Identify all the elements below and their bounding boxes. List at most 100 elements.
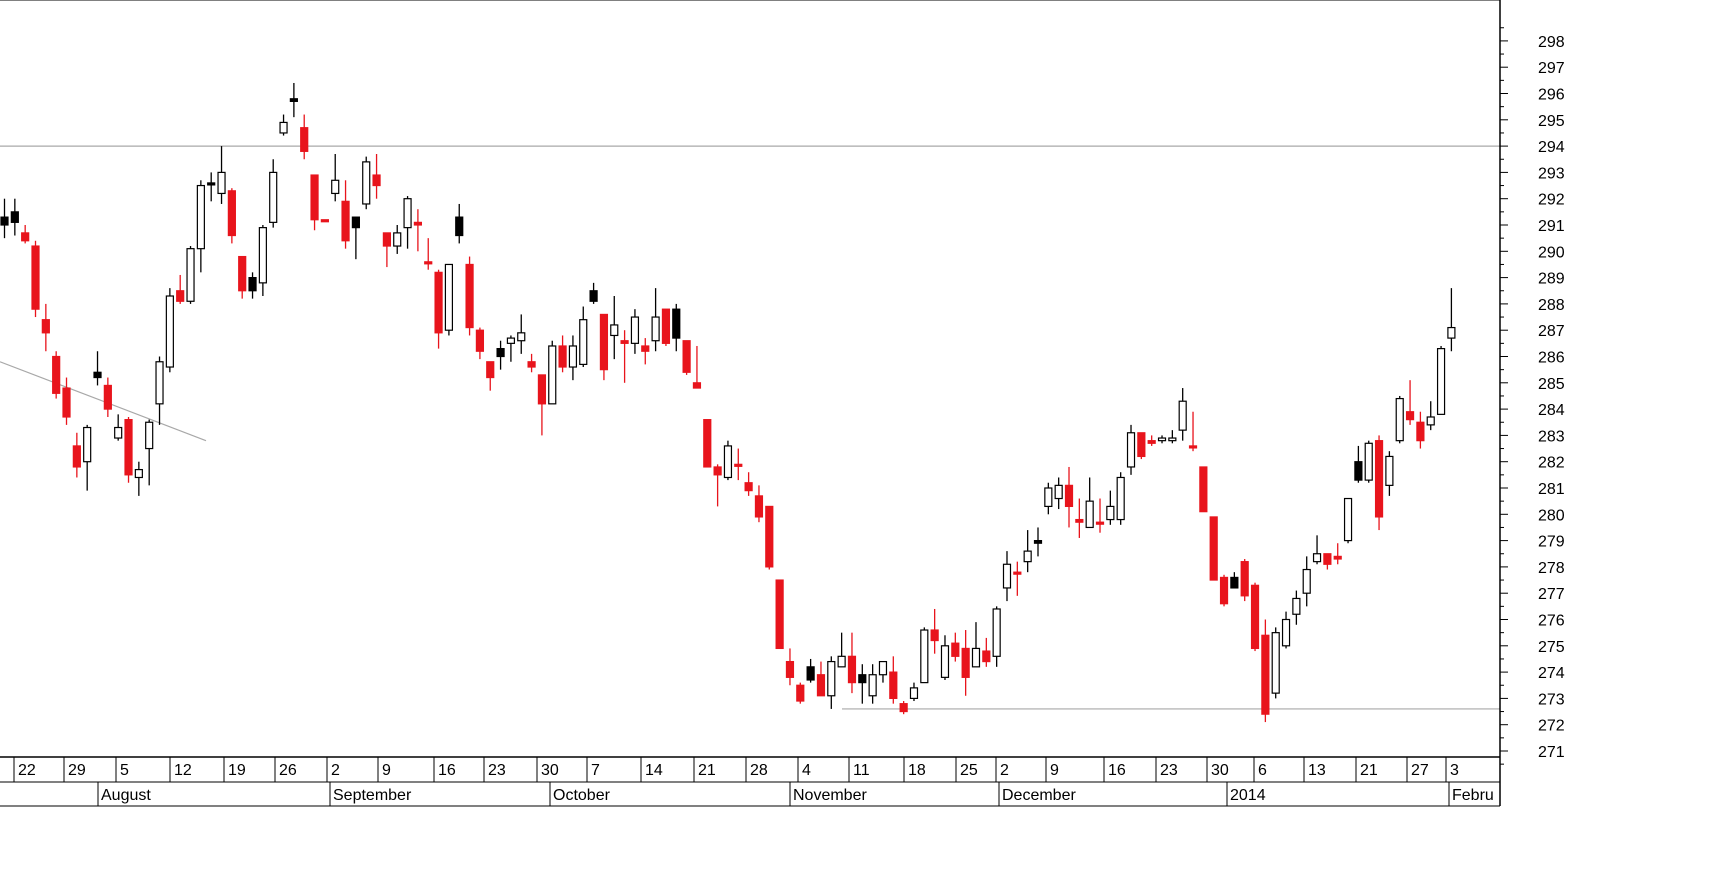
candle: [951, 632, 960, 662]
candle-body: [682, 340, 691, 373]
y-tick-label: 281: [1538, 481, 1565, 498]
candle: [413, 209, 422, 252]
candle-body: [1261, 634, 1270, 715]
candle-body: [1085, 500, 1094, 529]
candle-body: [1354, 461, 1363, 481]
candle-body: [672, 308, 681, 339]
candle: [1436, 345, 1446, 415]
candle: [1199, 466, 1208, 513]
candle: [651, 288, 660, 352]
candle-body: [41, 319, 50, 334]
candle: [145, 419, 154, 486]
candle-body: [1230, 576, 1239, 589]
candle-body: [548, 345, 557, 405]
candle: [1002, 551, 1012, 602]
candle-body: [723, 445, 733, 479]
candle: [1281, 611, 1291, 649]
candle-body: [785, 660, 795, 678]
candle: [165, 288, 174, 373]
y-tick-label: 293: [1538, 165, 1565, 182]
candle: [434, 269, 443, 349]
candle-body: [1323, 553, 1332, 565]
candle: [1364, 440, 1373, 483]
candle: [62, 377, 71, 425]
candle-body: [868, 674, 877, 697]
candle: [248, 272, 257, 299]
candle-body: [372, 174, 381, 187]
candle-body: [1281, 618, 1291, 647]
candle-body: [114, 426, 123, 439]
candle-body: [940, 645, 950, 678]
candle: [878, 660, 888, 683]
trendline: [0, 361, 207, 442]
candle-body: [1013, 571, 1022, 575]
candle-body: [1033, 539, 1043, 544]
candle: [444, 263, 454, 336]
candle-body: [1095, 521, 1105, 525]
candle: [1230, 572, 1239, 589]
candle: [1147, 435, 1156, 446]
candle: [847, 632, 857, 694]
candle: [713, 464, 722, 507]
x-day-label: 16: [438, 762, 456, 779]
candle: [341, 180, 350, 249]
candle-body: [765, 505, 774, 568]
candle: [186, 246, 195, 304]
candle: [1157, 435, 1167, 444]
candle-body: [424, 261, 433, 265]
candle: [300, 114, 309, 160]
candle: [217, 146, 226, 204]
x-day-label: 7: [591, 762, 600, 779]
candle: [568, 335, 578, 381]
candle-body: [310, 174, 319, 221]
candle-body: [847, 655, 857, 684]
candle-body: [207, 182, 216, 186]
candle: [279, 114, 288, 136]
candle: [620, 330, 629, 383]
x-day-label: 9: [1050, 762, 1059, 779]
candle-body: [320, 219, 329, 223]
candle-body: [816, 674, 826, 697]
y-tick-label: 271: [1538, 744, 1565, 761]
candle-body: [1426, 416, 1435, 426]
candle: [1023, 530, 1032, 573]
candle-body: [796, 684, 805, 702]
candle: [692, 345, 702, 389]
candle: [41, 303, 50, 352]
candle: [31, 240, 40, 318]
candle: [548, 340, 557, 405]
y-tick-label: 286: [1538, 350, 1565, 367]
candle: [1374, 435, 1384, 531]
candle: [351, 216, 360, 260]
candle: [971, 622, 981, 668]
candle: [889, 656, 898, 704]
x-month-label: December: [1002, 787, 1076, 804]
x-month-label: November: [793, 787, 867, 804]
candle: [765, 505, 774, 570]
candle: [940, 635, 950, 680]
x-day-label: 28: [750, 762, 768, 779]
candle-body: [1374, 440, 1384, 518]
candle: [837, 632, 846, 668]
candle: [1302, 556, 1311, 607]
candle-body: [238, 255, 247, 292]
candle-body: [1106, 505, 1115, 521]
candle: [1137, 432, 1146, 460]
candle: [424, 238, 433, 270]
candle-body: [775, 579, 784, 650]
candle-body: [858, 674, 867, 684]
candle-body: [889, 671, 898, 699]
candle-body: [1178, 400, 1187, 431]
candle-body: [1147, 440, 1156, 444]
x-month-label: 2014: [1230, 787, 1266, 804]
candle-body: [52, 355, 61, 394]
y-tick-label: 289: [1538, 271, 1565, 288]
candle: [899, 701, 908, 715]
x-month-label: September: [333, 787, 412, 804]
candle-body: [165, 295, 174, 368]
y-tick-label: 296: [1538, 87, 1565, 104]
candle-body: [279, 121, 288, 134]
x-day-label: 30: [1211, 762, 1229, 779]
candle: [868, 664, 877, 704]
candle-body: [909, 687, 919, 700]
